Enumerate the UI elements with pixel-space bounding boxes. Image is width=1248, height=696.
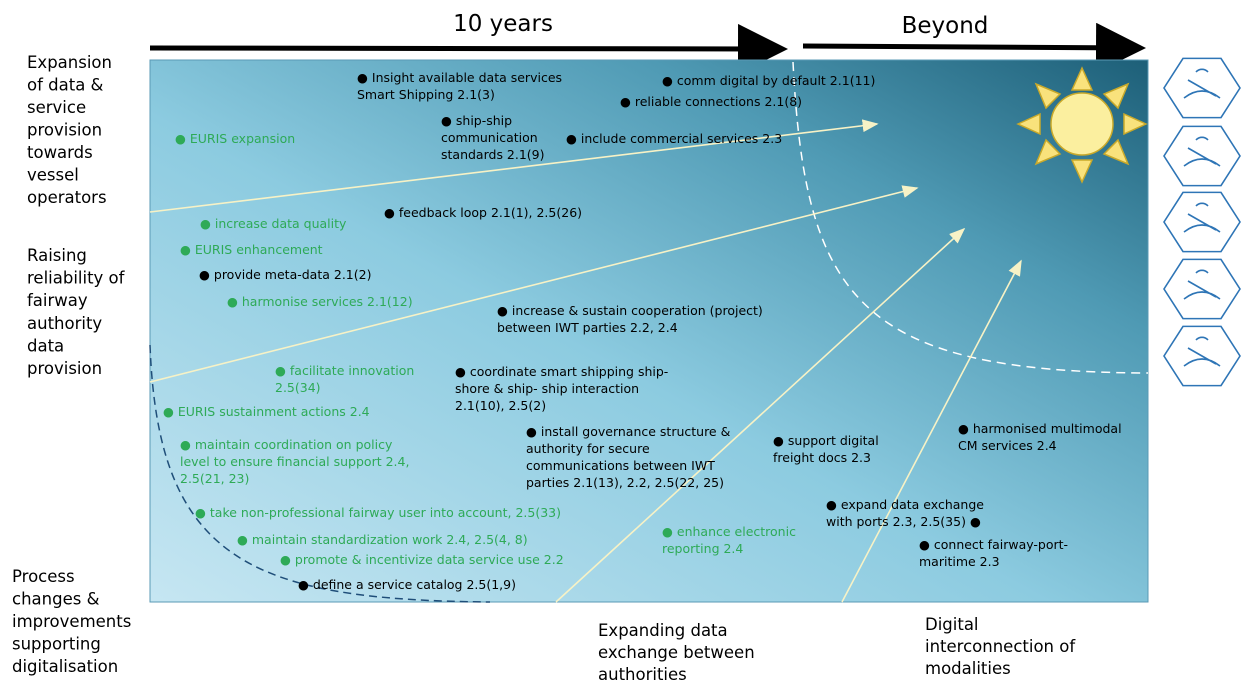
label-text: interconnection of (925, 637, 1076, 656)
item-text: ● feedback loop 2.1(1), 2.5(26) (384, 205, 582, 220)
labels: Expansion of data & service provision toward… (12, 53, 1122, 684)
timeline-arrow (149, 23, 788, 74)
label-text: vessel (27, 166, 79, 185)
item-text: ● EURIS enhancement (180, 242, 323, 257)
label-text: data (27, 336, 64, 355)
item-text: ● reliable connections 2.1(8) (620, 94, 802, 109)
trend-arrow (841, 259, 1022, 603)
item-text: 2.1(10), 2.5(2) (455, 398, 546, 413)
header-right: Beyond (902, 13, 989, 39)
item-text: ● maintain coordination on policy (180, 437, 393, 452)
item-text: ● expand data exchange (826, 497, 984, 512)
item-text: Smart Shipping 2.1(3) (357, 87, 495, 102)
label-text: Process (12, 567, 75, 586)
header-left: 10 years (453, 11, 553, 37)
item-text: ● comm digital by default 2.1(11) (662, 73, 875, 88)
label-text: authorities (598, 665, 687, 684)
label-text: authority (27, 314, 102, 333)
icon-glyph (1183, 336, 1221, 367)
icon-glyph (1183, 68, 1221, 99)
timeline-arrow (802, 22, 1146, 73)
item-text: between IWT parties 2.2, 2.4 (497, 320, 678, 335)
item-text: 2.5(21, 23) (180, 471, 249, 486)
item-text: authority for secure (526, 441, 650, 456)
item-text: ● ship-ship (441, 113, 512, 128)
item-text: ● enhance electronic (662, 524, 796, 539)
icons (1163, 57, 1241, 387)
trend-arrow (149, 119, 879, 213)
item-text: ● harmonise services 2.1(12) (227, 294, 413, 309)
item-text: parties 2.1(13), 2.2, 2.5(22, 25) (526, 475, 724, 490)
trend-arrow (555, 227, 966, 603)
label-text: provision (27, 359, 102, 378)
item-text: ● connect fairway-port- (919, 537, 1068, 552)
icon-glyph (1183, 136, 1221, 167)
label-text: of data & (27, 76, 104, 95)
item-text: freight docs 2.3 (773, 450, 871, 465)
boundary-curve (149, 344, 491, 603)
icon-glyph (1183, 269, 1221, 300)
item-text: 2.5(34) (275, 380, 321, 395)
label-text: fairway (27, 291, 88, 310)
item-text: with ports 2.3, 2.5(35) ● (826, 514, 981, 529)
item-text: ● include commercial services 2.3 (566, 131, 782, 146)
item-text: ● EURIS sustainment actions 2.4 (163, 404, 370, 419)
item-text: ● provide meta-data 2.1(2) (199, 267, 371, 282)
item-text: level to ensure financial support 2.4, (180, 454, 409, 469)
item-text: communication (441, 130, 538, 145)
label-text: Raising (27, 246, 87, 265)
item-text: CM services 2.4 (958, 438, 1057, 453)
label-text: Expansion (27, 53, 112, 72)
item-text: shore & ship- ship interaction (455, 381, 639, 396)
label-text: operators (27, 188, 107, 207)
panel (149, 59, 1149, 603)
item-text: ● facilitate innovation (275, 363, 414, 378)
icon-glyph (1183, 202, 1221, 233)
item-text: ● take non-professional fairway user int… (195, 505, 561, 520)
label-text: service (27, 98, 86, 117)
item-text: ● maintain standardization work 2.4, 2.5… (237, 532, 528, 547)
label-text: changes & (12, 590, 100, 609)
label-text: improvements (12, 612, 131, 631)
label-text: Expanding data (598, 621, 728, 640)
label-text: exchange between (598, 643, 755, 662)
label-text: reliability of (27, 269, 126, 288)
item-text: ● harmonised multimodal (958, 421, 1122, 436)
header: 10 years Beyond (149, 11, 1146, 74)
item-text: ● support digital (773, 433, 879, 448)
item-text: ● promote & incentivize data service use… (280, 552, 564, 567)
item-text: ● define a service catalog 2.5(1,9) (298, 577, 516, 592)
label-text: towards (27, 143, 93, 162)
item-text: maritime 2.3 (919, 554, 1000, 569)
item-text: reporting 2.4 (662, 541, 743, 556)
item-text: ● install governance structure & (526, 424, 731, 439)
trend-arrows (149, 119, 1022, 603)
label-text: digitalisation (12, 657, 118, 676)
label-text: Digital (925, 615, 979, 634)
label-text: supporting (12, 635, 101, 654)
item-text: ● EURIS expansion (175, 131, 295, 146)
item-text: communications between IWT (526, 458, 715, 473)
label-text: provision (27, 121, 102, 140)
boundary-curve (792, 61, 1149, 374)
item-text: ● increase data quality (200, 216, 347, 231)
label-text: modalities (925, 659, 1011, 678)
item-text: ● increase & sustain cooperation (projec… (497, 303, 763, 318)
sun (1016, 66, 1148, 184)
trend-arrow (149, 185, 919, 383)
item-text: ● coordinate smart shipping ship- (455, 364, 668, 379)
item-text: standards 2.1(9) (441, 147, 545, 162)
item-text: ● Insight available data services (357, 70, 562, 85)
